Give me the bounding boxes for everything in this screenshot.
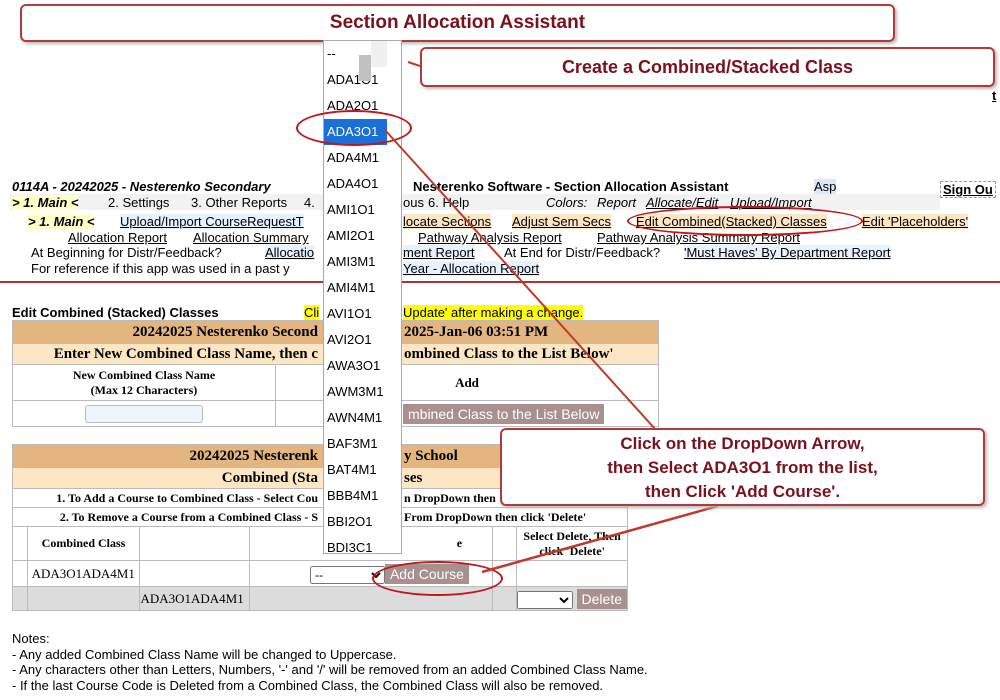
school-title: 0114A - 20242025 - Nesterenko Secondary [12,179,271,194]
dropdown-option[interactable]: AVI2O1 [327,332,372,347]
notes-title: Notes: [12,631,50,646]
dropdown-option[interactable]: BBB4M1 [327,488,379,503]
app-title: Nesterenko Software - Section Allocation… [413,179,729,194]
table2-header: 20242025 Nesterenk [189,447,318,464]
dropdown-option[interactable]: AWM3M1 [327,384,384,399]
dropdown-option[interactable]: -- [327,46,336,61]
add-combined-class-button[interactable]: mbined Class to the List Below [403,403,605,424]
instruction-remove: 2. To Remove a Course from a Combined Cl… [59,509,318,524]
note-item: - If the last Course Code is Deleted fro… [12,677,604,693]
table2-subheader-2: ses [404,469,423,486]
colors-label: Colors: [546,195,588,210]
notice-2: Update' after making a change. [403,305,584,320]
dropdown-option[interactable]: AWA3O1 [327,358,381,373]
delete-button[interactable]: Delete [576,588,627,609]
past-year-link[interactable]: Year - Allocation Report [403,261,540,276]
col-delete: Select Delete, Then click 'Delete' [516,526,628,561]
instruction-add-2: n DropDown then [404,490,496,505]
combined-class-name: ADA3O1ADA4M1 [26,560,141,587]
dropdown-option[interactable]: AMI3M1 [327,254,376,269]
highlight-edit-combined [627,206,863,236]
upload-link[interactable]: Upload/Import CourseRequestT [120,214,304,229]
dropdown-option[interactable]: BAF3M1 [327,436,378,451]
dropdown-option[interactable]: AMI2O1 [327,228,375,243]
menu-main[interactable]: > 1. Main < [12,195,79,210]
menu-other-reports[interactable]: 3. Other Reports [191,195,288,210]
dropdown-option[interactable]: AVI1O1 [327,306,372,321]
allocation-summary-link[interactable]: Allocation Summary [193,230,309,245]
menu-four[interactable]: 4. [304,195,315,210]
highlight-ada3o1 [296,110,412,146]
begin-label: At Beginning for Distr/Feedback? [31,245,222,260]
reference-label: For reference if this app was used in a … [31,261,290,276]
instruction-remove-2: From DropDown then click 'Delete' [404,509,587,524]
placeholders-link[interactable]: Edit 'Placeholders' [862,214,969,229]
dropdown-option[interactable]: AMI4M1 [327,280,376,295]
title-callout: Section Allocation Assistant [20,4,895,42]
menu-settings[interactable]: 2. Settings [108,195,170,210]
edge-link[interactable]: t [992,88,997,103]
course-select[interactable]: -- [309,565,385,584]
divider [0,281,1000,283]
table1-subheader-2: ombined Class to the List Below' [404,345,614,362]
sign-out-link[interactable]: Sign Ou [940,181,996,198]
begin-link-2[interactable]: ment Report [403,245,475,260]
col-name-label: New Combined Class Name [72,367,216,382]
table1-subheader: Enter New Combined Class Name, then c [53,345,318,362]
dropdown-option[interactable]: BAT4M1 [327,462,377,477]
note-item: - Any characters other than Letters, Num… [12,662,648,677]
scrollbar[interactable] [359,41,387,81]
dropdown-option[interactable]: BBI2O1 [327,514,373,529]
end-label: At End for Distr/Feedback? [504,245,661,260]
dropdown-option[interactable]: ADA2O1 [327,98,379,113]
notice: Cli [304,305,320,320]
delete-select[interactable] [517,590,574,609]
combined-classes-table: 20242025 Nesterenk y School Combined (Sta… [12,444,628,611]
course-code: ADA3O1ADA4M1 [139,586,250,611]
must-haves-link[interactable]: 'Must Haves' By Department Report [684,245,891,260]
table2-subheader: Combined (Sta [221,469,318,486]
dropdown-option[interactable]: AMI1O1 [327,202,375,217]
note-item: - Any added Combined Class Name will be … [12,646,397,662]
menu-help[interactable]: 6. Help [428,195,470,210]
submenu-main[interactable]: > 1. Main < [28,214,95,229]
notes: Notes: - Any added Combined Class Name w… [12,631,648,693]
allocation-report-link[interactable]: Allocation Report [68,230,167,245]
dropdown-option[interactable]: ADA4M1 [327,150,380,165]
new-class-name-input[interactable] [85,404,203,423]
asp-label: Asp [814,179,837,194]
page-title: Edit Combined (Stacked) Classes [12,305,219,320]
table1-header: 20242025 Nesterenko Second [132,323,318,340]
dropdown-option[interactable]: AWN4M1 [327,410,383,425]
table1-header-date: 2025-Jan-06 03:51 PM [404,323,549,340]
instruction-callout: Click on the DropDown Arrow, then Select … [500,428,985,506]
dropdown-option[interactable]: BDI3C1 [327,540,373,554]
table2-header-2: y School [404,447,458,464]
highlight-add-course [372,561,503,596]
adjust-sem-link[interactable]: Adjust Sem Secs [512,214,611,229]
instruction-add: 1. To Add a Course to Combined Class - S… [56,490,318,505]
allocate-link[interactable]: locate Sections [403,214,492,229]
dropdown-option[interactable]: ADA4O1 [327,176,379,191]
create-callout: Create a Combined/Stacked Class [420,47,995,87]
menu-five[interactable]: ous [403,195,424,210]
begin-link[interactable]: Allocatio [265,245,315,260]
pathway-link[interactable]: Pathway Analysis Report [418,230,562,245]
col-name-hint: (Max 12 Characters) [90,382,198,397]
colors-report: Report [597,195,637,210]
